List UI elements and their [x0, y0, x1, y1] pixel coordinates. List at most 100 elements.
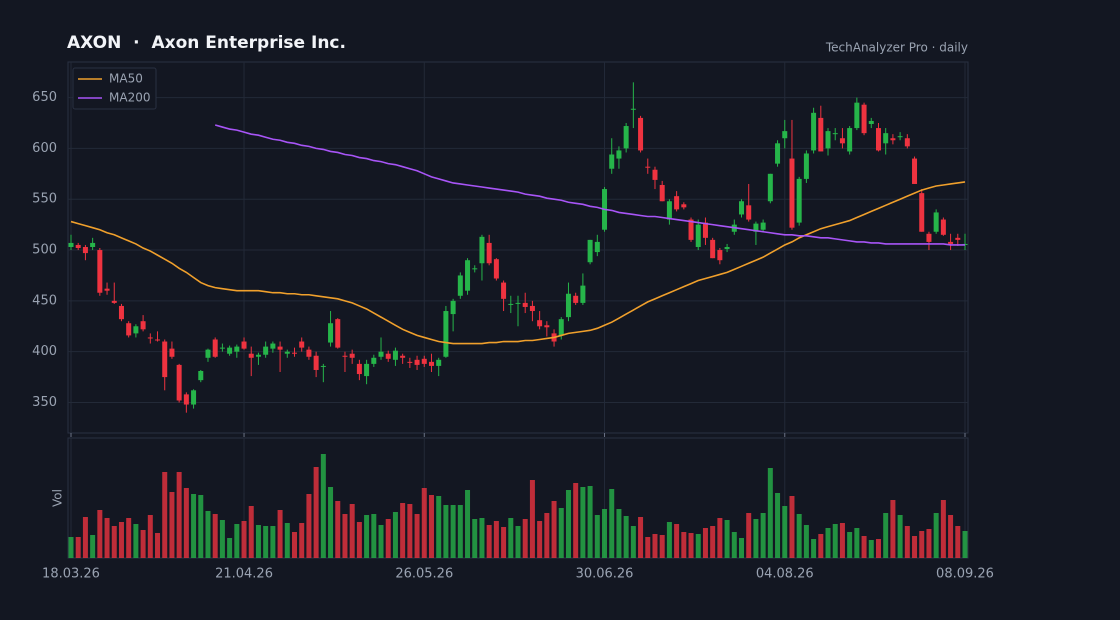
candle-body	[897, 136, 903, 138]
volume-bar	[126, 518, 132, 558]
candle-body	[212, 339, 218, 357]
volume-bar	[854, 528, 860, 558]
candle-body	[630, 108, 636, 110]
candle-body	[674, 196, 680, 210]
candle-body	[191, 390, 197, 405]
volume-bar	[335, 501, 341, 558]
volume-axis-label: Vol	[51, 489, 65, 507]
candle-body	[890, 138, 896, 141]
volume-bar	[212, 514, 218, 558]
candle-body	[436, 359, 442, 366]
volume-bar	[198, 495, 204, 558]
volume-bar	[753, 519, 759, 558]
volume-bar	[616, 509, 622, 558]
candle-body	[825, 131, 831, 149]
x-tick-label: 18.03.26	[42, 567, 100, 582]
candle-body	[421, 358, 427, 364]
volume-bar	[75, 537, 81, 558]
volume-bar	[263, 526, 269, 558]
candle-body	[392, 350, 398, 360]
volume-bar	[191, 494, 197, 558]
volume-bar	[364, 515, 370, 558]
candle-body	[565, 293, 571, 318]
volume-bar	[919, 531, 925, 558]
candle-body	[832, 133, 838, 135]
volume-bar	[537, 521, 543, 558]
volume-bar	[356, 522, 362, 558]
candle-body	[501, 282, 507, 299]
volume-bar	[522, 519, 528, 558]
candle-body	[292, 352, 297, 354]
volume-bar	[313, 467, 319, 558]
volume-bar	[371, 514, 377, 558]
volume-bar	[609, 489, 615, 558]
candle-body	[623, 126, 629, 149]
volume-bar	[241, 521, 247, 558]
volume-bar	[630, 526, 636, 558]
volume-bar	[868, 540, 874, 558]
ma-line	[214, 124, 965, 246]
volume-bar	[594, 515, 600, 558]
candle-body	[270, 343, 276, 349]
volume-bar	[782, 506, 788, 558]
volume-bar	[205, 511, 211, 558]
candle-body	[155, 339, 161, 341]
volume-bar	[825, 528, 831, 558]
volume-bar	[551, 501, 557, 558]
volume-bar	[320, 454, 326, 558]
volume-bar	[342, 514, 348, 558]
candle-body	[782, 131, 788, 139]
candle-body	[508, 303, 514, 305]
candle-body	[760, 222, 766, 230]
x-tick-label: 26.05.26	[395, 567, 453, 582]
candle-body	[616, 150, 622, 159]
volume-bar	[573, 483, 579, 558]
candle-body	[342, 355, 348, 357]
volume-bar	[68, 537, 74, 558]
y-tick-label: 400	[32, 344, 57, 359]
volume-bar	[818, 534, 824, 558]
volume-bar	[912, 536, 918, 558]
candle-body	[169, 348, 175, 357]
candle-body	[717, 250, 723, 261]
volume-bar	[508, 518, 514, 558]
legend-label: MA200	[109, 91, 150, 105]
candle-body	[299, 341, 305, 348]
candle-body	[587, 239, 593, 263]
candle-body	[839, 138, 845, 144]
candle-body	[767, 173, 773, 202]
candle-body	[847, 128, 853, 152]
candle-body	[594, 241, 600, 253]
volume-bar	[529, 480, 535, 558]
y-tick-label: 350	[32, 395, 57, 410]
volume-bar	[681, 532, 687, 558]
volume-bar	[580, 487, 586, 558]
candle-body	[133, 326, 139, 334]
volume-bar	[731, 532, 737, 558]
volume-bar	[292, 532, 297, 558]
volume-bar	[602, 509, 608, 558]
volume-bar	[299, 523, 305, 558]
candle-body	[328, 323, 334, 343]
volume-bar	[638, 517, 644, 558]
candle-body	[68, 242, 74, 247]
volume-bar	[587, 486, 593, 558]
volume-bar	[486, 525, 492, 558]
candle-body	[580, 285, 586, 303]
price-panel	[67, 61, 969, 434]
volume-bar	[645, 537, 651, 558]
candle-body	[875, 128, 881, 151]
candle-body	[544, 325, 550, 328]
volume-bar	[710, 526, 716, 558]
volume-bar	[955, 526, 961, 558]
volume-bar	[544, 513, 550, 558]
volume-bar	[255, 525, 261, 558]
candle-body	[803, 153, 809, 179]
candle-body	[277, 346, 283, 350]
volume-bar	[746, 513, 752, 558]
candle-body	[371, 357, 377, 364]
candle-body	[147, 337, 153, 339]
candle-body	[472, 268, 478, 270]
volume-bar	[940, 500, 946, 558]
